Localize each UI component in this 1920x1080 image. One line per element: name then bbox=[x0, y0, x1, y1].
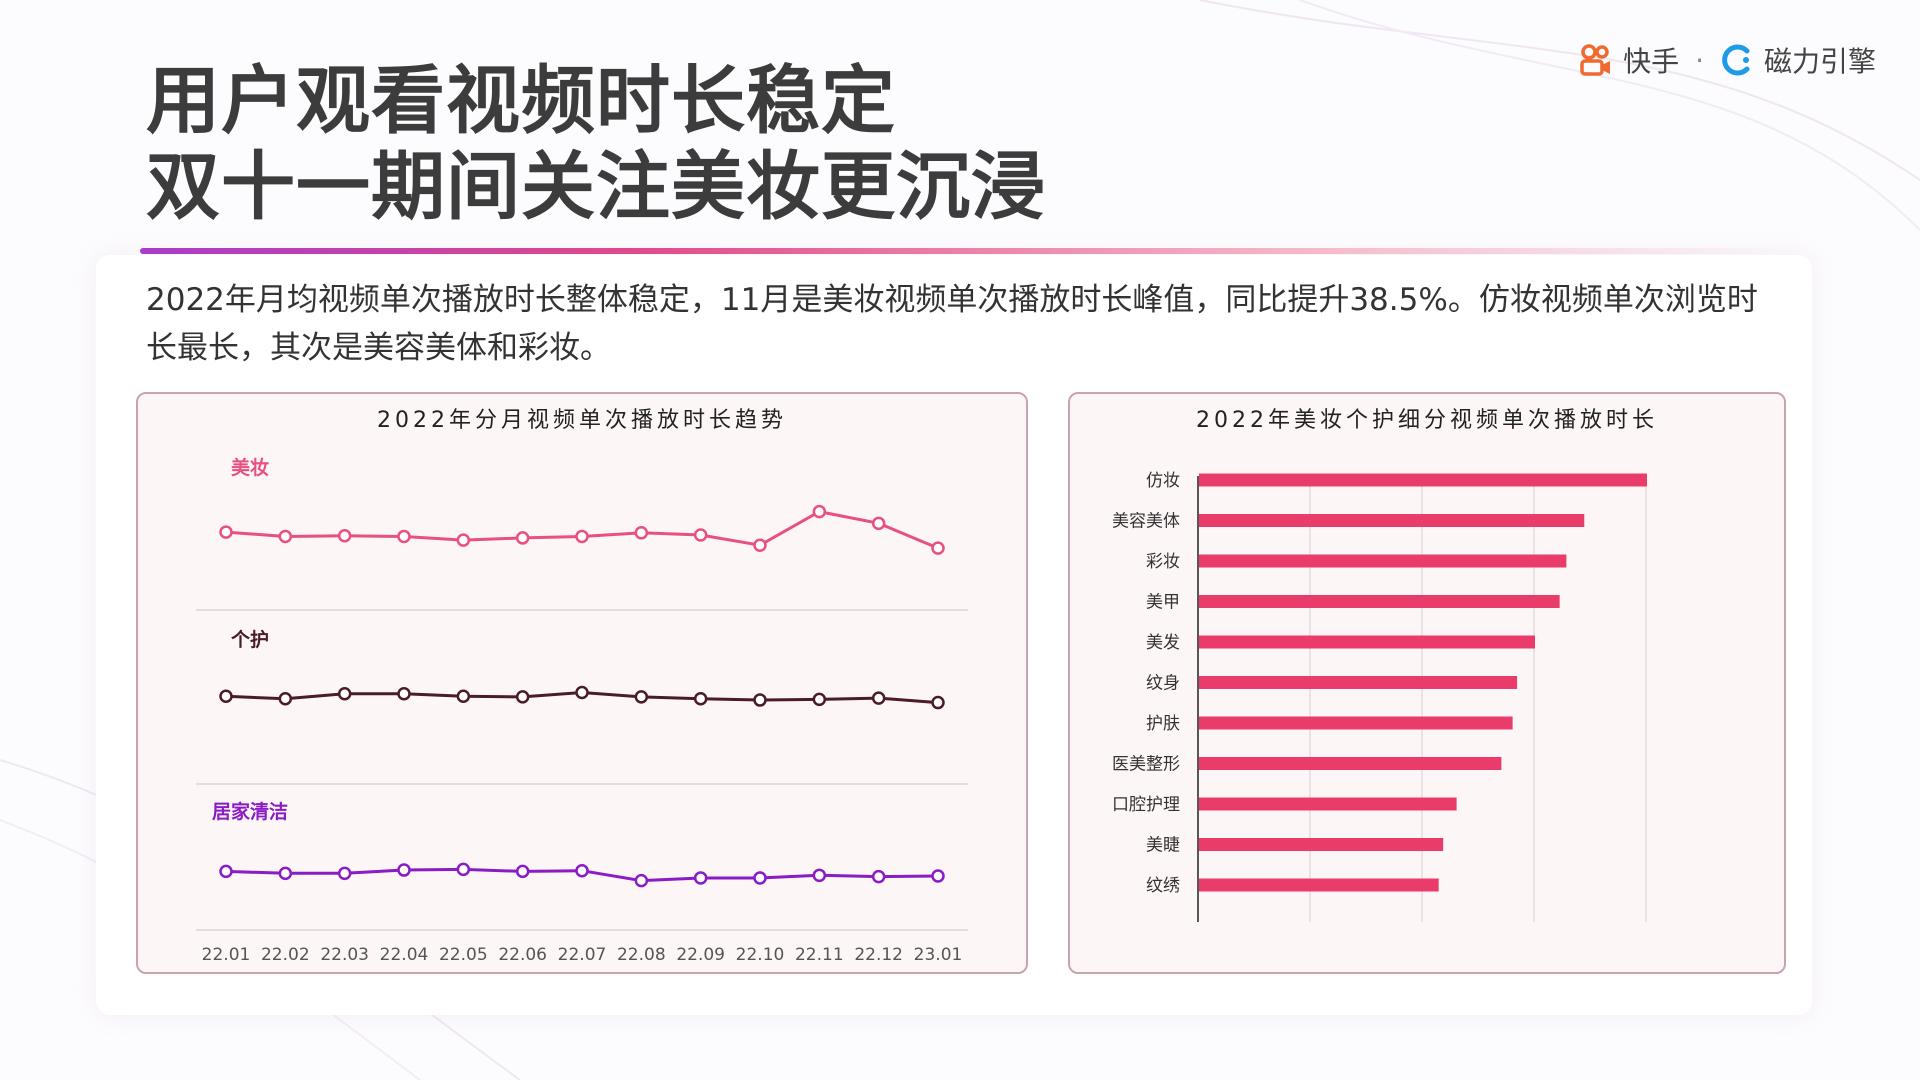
series-label: 个护 bbox=[230, 628, 269, 651]
bar-category-label: 美发 bbox=[1146, 633, 1180, 653]
x-tick-label: 22.04 bbox=[380, 945, 429, 965]
data-point bbox=[931, 541, 945, 555]
x-tick-label: 22.06 bbox=[498, 945, 547, 965]
x-tick-label: 22.05 bbox=[439, 945, 488, 965]
page-title-line-1: 用户观看视频时长稳定 bbox=[146, 58, 896, 144]
data-point bbox=[219, 525, 233, 539]
data-point bbox=[931, 695, 945, 710]
data-point bbox=[397, 863, 411, 877]
data-point bbox=[456, 533, 471, 547]
data-point bbox=[397, 686, 411, 701]
x-tick-label: 22.12 bbox=[854, 945, 903, 965]
data-point bbox=[278, 866, 293, 881]
data-point bbox=[515, 690, 530, 704]
data-point bbox=[871, 691, 886, 705]
category-bar-chart-title: 2022年美妆个护细分视频单次播放时长 bbox=[1196, 408, 1658, 433]
x-tick-label: 22.10 bbox=[736, 945, 785, 965]
trend-chart-panel: 2022年分月视频单次播放时长趋势 美妆个护居家清洁 22.01 22.02 22.0… bbox=[136, 392, 1028, 974]
data-point bbox=[753, 871, 767, 885]
bar-category-label: 口腔护理 bbox=[1112, 795, 1180, 815]
bar-category-label: 纹绣 bbox=[1146, 876, 1180, 896]
bar bbox=[1199, 514, 1585, 527]
data-point bbox=[337, 686, 352, 701]
data-point bbox=[337, 866, 352, 881]
data-point bbox=[693, 871, 708, 885]
cili-engine-logo-icon bbox=[1722, 44, 1750, 76]
bar-category-label: 美甲 bbox=[1146, 593, 1180, 613]
bar bbox=[1199, 473, 1647, 487]
cili-engine-logo-text: 磁力引擎 bbox=[1763, 45, 1876, 78]
data-point bbox=[575, 685, 589, 700]
data-point bbox=[397, 529, 411, 544]
data-point bbox=[515, 531, 530, 545]
title-underline bbox=[140, 248, 1780, 254]
bar-category-label: 彩妆 bbox=[1146, 552, 1180, 572]
x-tick-label: 22.09 bbox=[676, 945, 725, 965]
summary-text: 2022年月均视频单次播放时长整体稳定，11月是美妆视频单次播放时长峰值，同比提… bbox=[146, 282, 1758, 366]
x-tick-label: 22.07 bbox=[558, 945, 607, 965]
series-label: 居家清洁 bbox=[212, 800, 288, 823]
data-point bbox=[871, 869, 886, 884]
bar bbox=[1199, 757, 1502, 770]
bar bbox=[1199, 716, 1513, 730]
data-point bbox=[278, 529, 293, 544]
bar bbox=[1199, 595, 1560, 608]
bar-category-label: 仿妆 bbox=[1146, 471, 1180, 491]
data-point bbox=[812, 868, 827, 883]
data-point bbox=[575, 529, 589, 544]
data-point bbox=[456, 689, 471, 704]
page-title-line-2: 双十一期间关注美妆更沉浸 bbox=[146, 144, 1046, 230]
bar bbox=[1199, 878, 1439, 892]
x-tick-label: 22.01 bbox=[202, 945, 251, 965]
data-point bbox=[693, 692, 708, 706]
data-point bbox=[219, 689, 233, 704]
data-point bbox=[634, 526, 649, 540]
bar-category-label: 纹身 bbox=[1146, 674, 1180, 694]
bar-category-label: 医美整形 bbox=[1112, 755, 1180, 775]
data-point bbox=[693, 528, 708, 542]
bar bbox=[1199, 838, 1444, 851]
bar-category-label: 护肤 bbox=[1146, 714, 1180, 734]
data-point bbox=[337, 528, 352, 543]
series-label: 美妆 bbox=[231, 456, 269, 479]
data-point bbox=[219, 864, 233, 879]
data-point bbox=[575, 863, 589, 878]
bar bbox=[1199, 554, 1567, 568]
x-tick-label: 23.01 bbox=[914, 945, 963, 965]
logo-separator: · bbox=[1695, 43, 1704, 77]
kuaishou-logo-text: 快手 bbox=[1623, 45, 1680, 78]
trend-chart-title: 2022年分月视频单次播放时长趋势 bbox=[377, 408, 787, 433]
bar-category-label: 美容美体 bbox=[1112, 512, 1180, 532]
bar bbox=[1199, 676, 1518, 689]
data-point bbox=[753, 538, 767, 552]
bar-category-label: 美睫 bbox=[1146, 836, 1180, 856]
brand-logos: 快手 · 磁力引擎 bbox=[1579, 40, 1876, 80]
x-tick-label: 22.08 bbox=[617, 945, 666, 965]
x-tick-label: 22.11 bbox=[795, 945, 844, 965]
data-point bbox=[456, 862, 471, 877]
category-bar-chart-panel: 2022年美妆个护细分视频单次播放时长 仿妆美容美体彩妆美甲美发纹身护肤医美整形… bbox=[1068, 392, 1786, 974]
kuaishou-logo-icon bbox=[1580, 44, 1611, 76]
data-point bbox=[812, 692, 827, 707]
data-point bbox=[515, 864, 530, 879]
x-tick-label: 22.02 bbox=[261, 945, 310, 965]
page-title: 用户观看视频时长稳定 双十一期间关注美妆更沉浸 bbox=[146, 58, 1046, 230]
data-point bbox=[634, 690, 649, 704]
bar bbox=[1199, 635, 1535, 649]
data-point bbox=[812, 504, 827, 519]
data-point bbox=[871, 516, 886, 531]
data-point bbox=[753, 693, 767, 707]
data-point bbox=[278, 692, 293, 706]
bar bbox=[1199, 797, 1457, 811]
data-point bbox=[931, 869, 945, 883]
data-point bbox=[634, 873, 649, 888]
x-tick-label: 22.03 bbox=[320, 945, 369, 965]
